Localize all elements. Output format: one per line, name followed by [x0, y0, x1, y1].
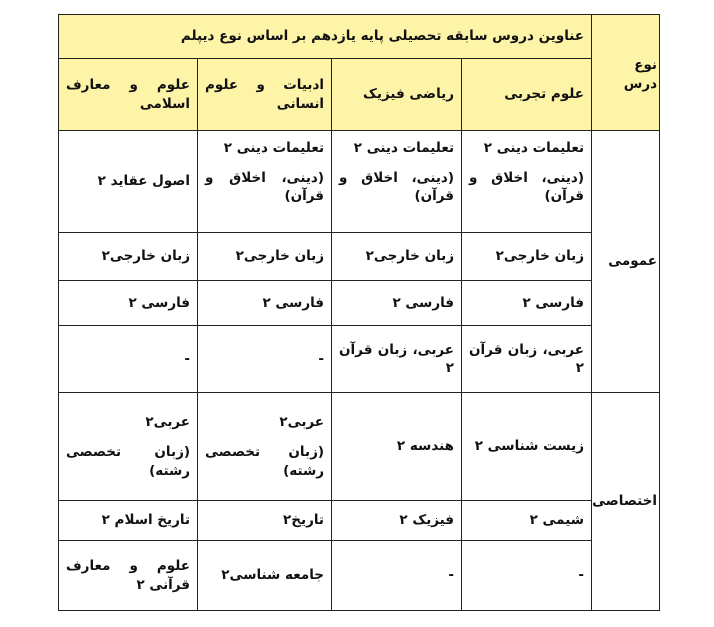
course-cell: فارسی ۲ [197, 280, 333, 326]
column-header-math-physics: ریاضی فیزیک [331, 58, 463, 131]
course-cell: - [331, 540, 463, 611]
table-row: شیمی ۲ فیزیک ۲ تاریخ۲ تاریخ اسلام ۲ [57, 500, 660, 541]
course-type-cell: اختصاصی [591, 392, 661, 611]
course-cell: - [57, 325, 199, 393]
course-name: (زبان تخصصی رشته) [205, 444, 325, 479]
course-name: (دینی، اخلاق و قرآن) [339, 170, 455, 205]
course-name: زبان خارجی۲ [365, 248, 455, 265]
course-name: (دینی، اخلاق و قرآن) [205, 170, 325, 205]
course-name: (دینی، اخلاق و قرآن) [469, 170, 585, 205]
course-name: فارسی ۲ [392, 294, 455, 311]
course-name: - [184, 350, 191, 367]
course-cell: تعلیمات دینی ۲ (دینی، اخلاق و قرآن) [331, 130, 463, 233]
course-name: فارسی ۲ [522, 294, 585, 311]
course-cell: عربی، زبان قرآن ۲ [331, 325, 463, 393]
course-name: زبان خارجی۲ [235, 248, 325, 265]
course-cell: تاریخ اسلام ۲ [57, 500, 199, 541]
course-name: جامعه شناسی۲ [221, 567, 325, 584]
column-header-islamic-studies: علوم و معارف اسلامی [57, 58, 199, 131]
course-cell: تعلیمات دینی ۲ (دینی، اخلاق و قرآن) [461, 130, 593, 233]
course-name: فیزیک ۲ [399, 512, 455, 529]
course-cell: فارسی ۲ [331, 280, 463, 326]
course-cell: اصول عقاید ۲ [57, 130, 199, 233]
column-header-humanities: ادبیات و علوم انسانی [197, 58, 333, 131]
course-cell: تعلیمات دینی ۲ (دینی، اخلاق و قرآن) [197, 130, 333, 233]
course-name: تاریخ اسلام ۲ [101, 512, 191, 529]
course-cell: زیست شناسی ۲ [461, 392, 593, 501]
table-row: فارسی ۲ فارسی ۲ فارسی ۲ فارسی ۲ [57, 280, 660, 326]
course-cell: تاریخ۲ [197, 500, 333, 541]
course-name: تعلیمات دینی ۲ [353, 140, 455, 156]
course-name: عربی۲ [279, 414, 325, 431]
table-row: اختصاصی زیست شناسی ۲ هندسه ۲ عربی۲ (زبان تخص… [57, 392, 661, 611]
course-name: فارسی ۲ [262, 294, 325, 311]
course-cell: عربی، زبان قرآن ۲ [461, 325, 593, 393]
table-row: - - جامعه شناسی۲ علوم و معارف قرآنی ۲ [57, 540, 660, 611]
course-name: عربی۲ [145, 414, 191, 431]
table-row: عربی، زبان قرآن ۲ عربی، زبان قرآن ۲-- [57, 325, 660, 393]
table-row: زبان خارجی۲ زبان خارجی۲ زبان خارجی۲ زبان خا… [57, 232, 660, 281]
course-cell: زبان خارجی۲ [57, 232, 199, 281]
course-name: (زبان تخصصی رشته) [66, 444, 191, 479]
course-name: زبان خارجی۲ [495, 248, 585, 265]
course-cell: زبان خارجی۲ [197, 232, 333, 281]
course-name: اصول عقاید ۲ [97, 173, 191, 190]
course-name: تعلیمات دینی ۲ [223, 140, 325, 156]
course-cell: فارسی ۲ [57, 280, 199, 326]
course-name: زبان خارجی۲ [101, 248, 191, 265]
course-cell: عربی۲ (زبان تخصصی رشته) [197, 392, 333, 501]
course-name: - [578, 567, 585, 584]
course-name: زیست شناسی ۲ [474, 438, 585, 455]
course-cell: هندسه ۲ [331, 392, 463, 501]
course-name: عربی، زبان قرآن ۲ [339, 341, 455, 376]
course-name: تعلیمات دینی ۲ [483, 140, 585, 156]
course-cell: زبان خارجی۲ [461, 232, 593, 281]
course-cell: فیزیک ۲ [331, 500, 463, 541]
course-cell: فارسی ۲ [461, 280, 593, 326]
course-type-header: نوع درس [591, 14, 661, 131]
course-name: هندسه ۲ [396, 438, 455, 455]
course-name: - [448, 567, 455, 584]
course-name: فارسی ۲ [128, 294, 191, 311]
table-title: عناوین دروس سابقه تحصیلی پایه یازدهم بر … [57, 14, 593, 59]
course-cell: زبان خارجی۲ [331, 232, 463, 281]
table-row: عمومی تعلیمات دینی ۲ (دینی، اخلاق و قرآن) ت… [57, 130, 661, 393]
course-name: عربی، زبان قرآن ۲ [469, 341, 585, 376]
course-name: شیمی ۲ [529, 512, 585, 529]
course-cell: - [197, 325, 333, 393]
course-cell: - [461, 540, 593, 611]
column-header-experimental-sciences: علوم تجربی [461, 58, 593, 131]
course-cell: شیمی ۲ [461, 500, 593, 541]
course-cell: جامعه شناسی۲ [197, 540, 333, 611]
diploma-courses-table: نوع درس عناوین دروس سابقه تحصیلی پایه یا… [57, 14, 661, 611]
course-name: - [318, 350, 325, 367]
course-type-cell: عمومی [591, 130, 661, 393]
course-cell: علوم و معارف قرآنی ۲ [57, 540, 199, 611]
course-cell: عربی۲ (زبان تخصصی رشته) [57, 392, 199, 501]
course-name: تاریخ۲ [283, 512, 325, 529]
course-name: علوم و معارف قرآنی ۲ [66, 558, 191, 593]
